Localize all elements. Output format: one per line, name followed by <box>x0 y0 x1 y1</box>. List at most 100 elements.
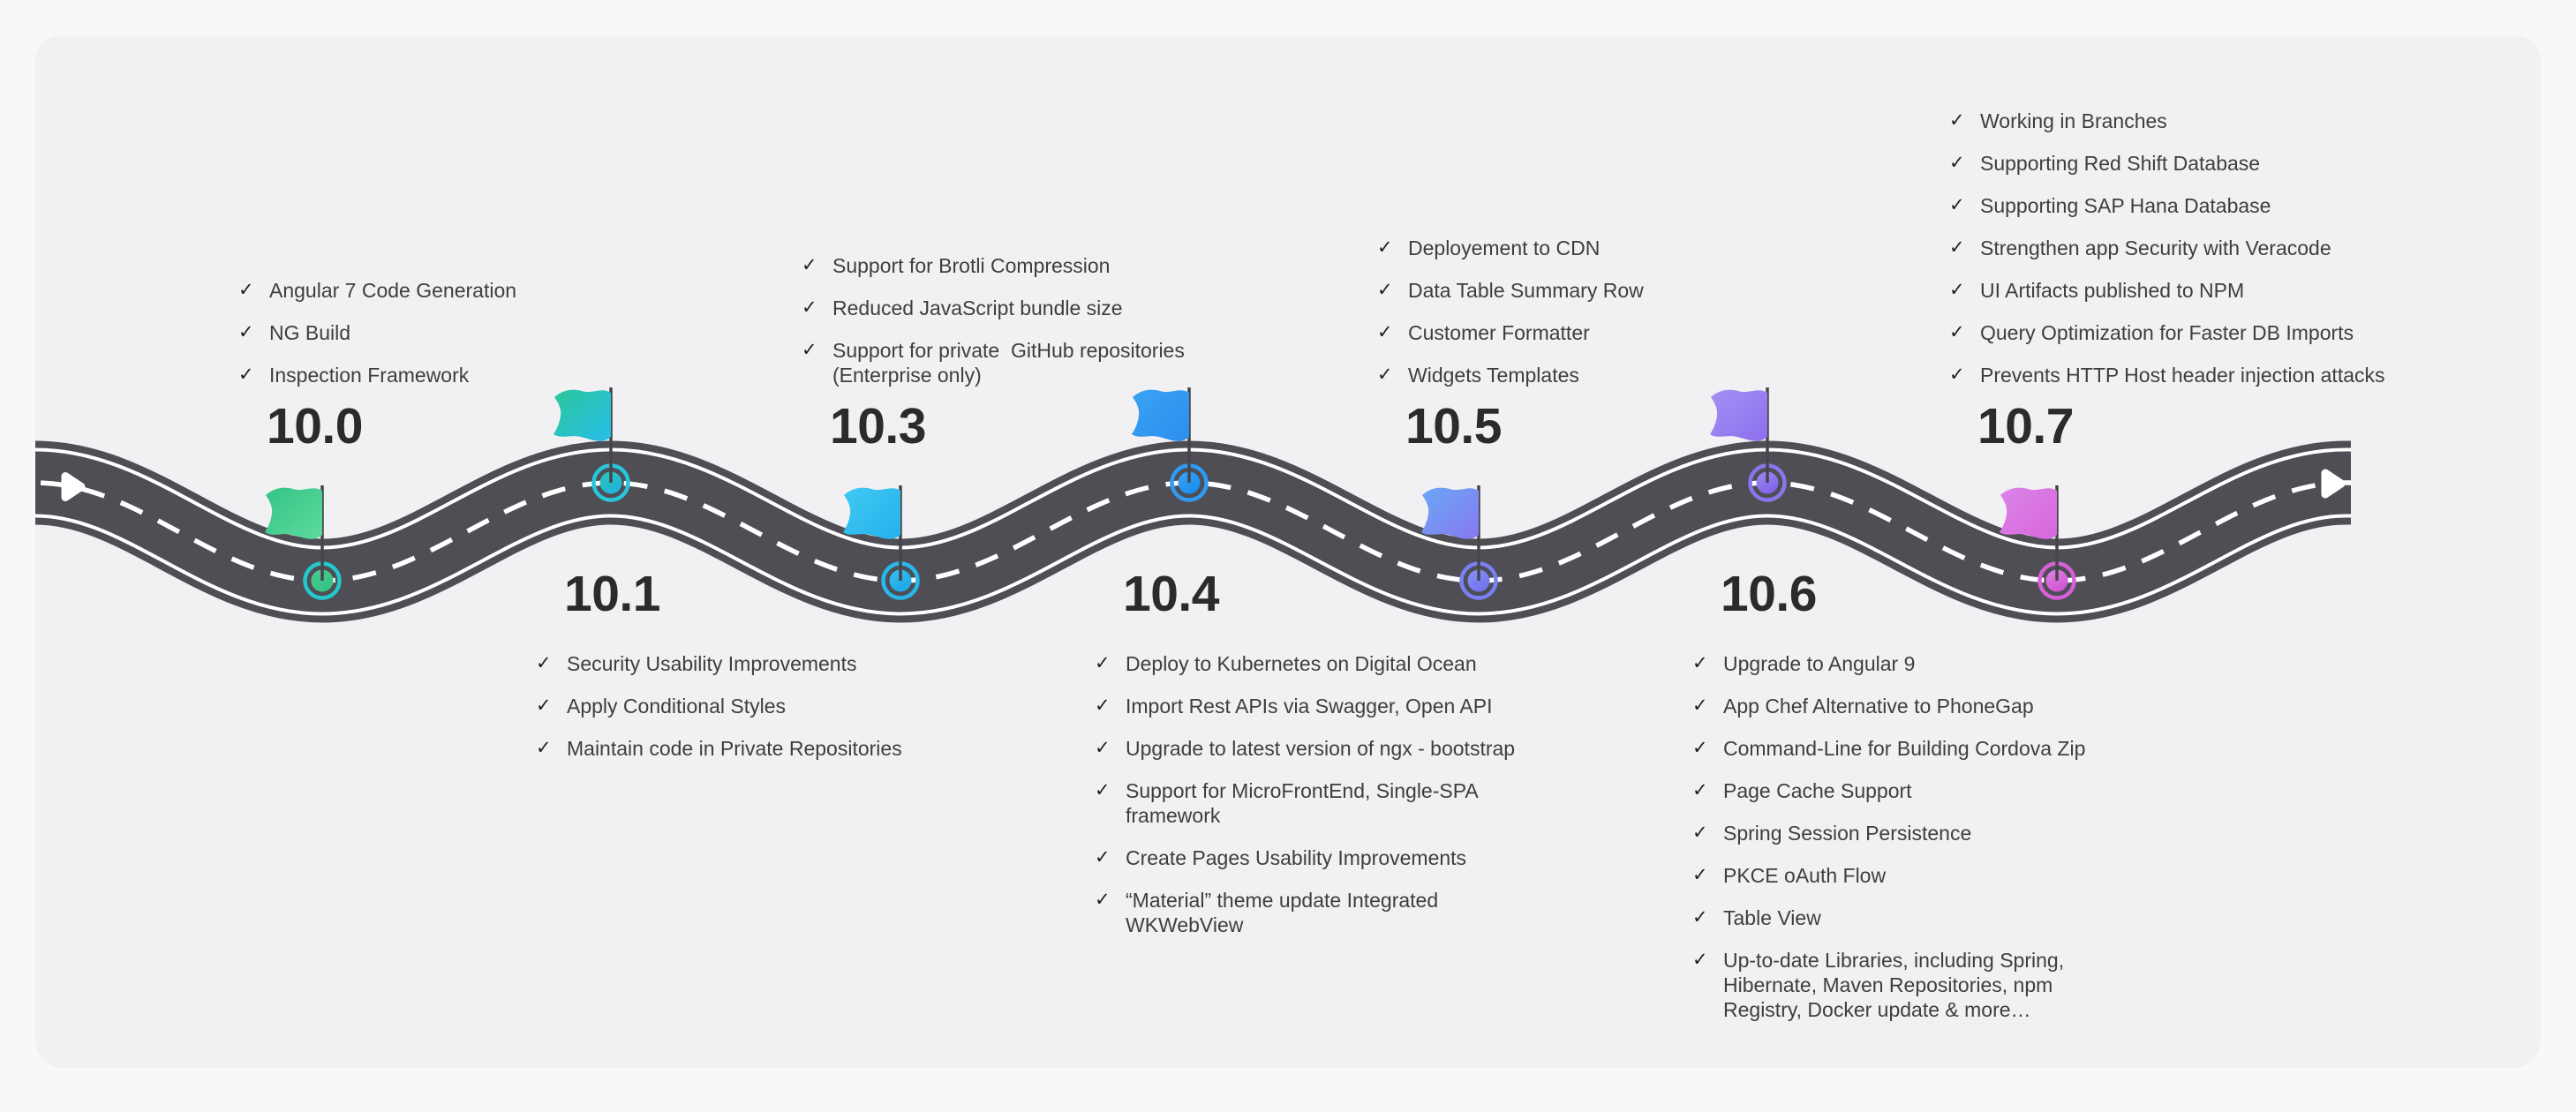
milestone-marker-10.4 <box>1132 387 1209 502</box>
feature-text: Up-to-date Libraries, including Spring, … <box>1723 949 2065 1021</box>
version-label-10.7: 10.7 <box>1977 398 2074 455</box>
version-label-10.1: 10.1 <box>564 566 660 622</box>
version-column-10.5: ✓ Deployement to CDN ✓ Data Table Summary R… <box>1377 236 1960 452</box>
check-icon: ✓ <box>1095 695 1111 716</box>
feature-text: Deploy to Kubernetes on Digital Ocean <box>1126 652 1477 675</box>
check-icon: ✓ <box>1095 780 1111 800</box>
check-icon: ✓ <box>1692 653 1708 673</box>
feature-item: ✓ Strengthen app Security with Veracode <box>1949 236 2532 260</box>
feature-item: ✓ Deploy to Kubernetes on Digital Ocean <box>1095 651 1677 676</box>
feature-item: ✓ Up-to-date Libraries, including Spring,… <box>1692 948 2275 1022</box>
feature-item: ✓ Maintain code in Private Repositories <box>536 736 1119 761</box>
feature-item: ✓ Support for private GitHub repositories… <box>802 338 1384 387</box>
flag-icon <box>265 487 322 539</box>
feature-text: “Material” theme update Integrated WKWeb… <box>1126 889 1439 936</box>
check-icon: ✓ <box>802 255 817 275</box>
feature-text: Query Optimization for Faster DB Imports <box>1980 321 2354 344</box>
feature-list-10.4: ✓ Deploy to Kubernetes on Digital Ocean ✓ I… <box>1095 651 1677 937</box>
feature-text: Page Cache Support <box>1723 779 1912 802</box>
feature-list-10.5: ✓ Deployement to CDN ✓ Data Table Summary R… <box>1377 236 1960 387</box>
feature-text: UI Artifacts published to NPM <box>1980 279 2245 302</box>
feature-item: ✓ Spring Session Persistence <box>1692 821 2275 845</box>
version-label-10.3: 10.3 <box>830 398 926 455</box>
check-icon: ✓ <box>1692 780 1708 800</box>
feature-text: NG Build <box>269 321 351 344</box>
milestone-marker-10.3 <box>843 485 920 600</box>
version-column-10.6: 10.6 ✓ Upgrade to Angular 9 ✓ App Chef Alter… <box>1692 569 2275 1022</box>
feature-item: ✓ UI Artifacts published to NPM <box>1949 278 2532 303</box>
feature-text: Prevents HTTP Host header injection atta… <box>1980 364 2385 387</box>
road-end-arrow-icon <box>2321 469 2346 499</box>
feature-item: ✓ App Chef Alternative to PhoneGap <box>1692 694 2275 718</box>
feature-text: Command-Line for Building Cordova Zip <box>1723 737 2086 760</box>
check-icon: ✓ <box>238 364 254 385</box>
feature-item: ✓ Supporting SAP Hana Database <box>1949 193 2532 218</box>
feature-list-10.6: ✓ Upgrade to Angular 9 ✓ App Chef Alternati… <box>1692 651 2275 1022</box>
feature-item: ✓ Page Cache Support <box>1692 778 2275 803</box>
feature-text: Data Table Summary Row <box>1408 279 1644 302</box>
feature-text: Customer Formatter <box>1408 321 1590 344</box>
feature-text: App Chef Alternative to PhoneGap <box>1723 695 2034 718</box>
feature-item: ✓ Import Rest APIs via Swagger, Open API <box>1095 694 1677 718</box>
check-icon: ✓ <box>1949 364 1965 385</box>
feature-text: PKCE oAuth Flow <box>1723 864 1887 887</box>
feature-text: Create Pages Usability Improvements <box>1126 846 1467 869</box>
feature-text: Apply Conditional Styles <box>567 695 787 718</box>
feature-text: Widgets Templates <box>1408 364 1579 387</box>
feature-item: ✓ Support for Brotli Compression <box>802 253 1384 278</box>
feature-item: ✓ Security Usability Improvements <box>536 651 1119 676</box>
flag-icon <box>1132 389 1189 441</box>
feature-item: ✓ Supporting Red Shift Database <box>1949 151 2532 176</box>
check-icon: ✓ <box>1377 364 1393 385</box>
check-icon: ✓ <box>536 695 552 716</box>
check-icon: ✓ <box>1949 195 1965 215</box>
check-icon: ✓ <box>1949 153 1965 173</box>
feature-item: ✓ Command-Line for Building Cordova Zip <box>1692 736 2275 761</box>
feature-text: Deployement to CDN <box>1408 237 1601 259</box>
version-label-10.0: 10.0 <box>267 398 363 455</box>
check-icon: ✓ <box>1692 950 1708 970</box>
milestone-marker-10.5 <box>1421 485 1498 600</box>
feature-text: Angular 7 Code Generation <box>269 279 517 302</box>
flag-icon <box>1710 389 1767 441</box>
version-column-10.4: 10.4 ✓ Deploy to Kubernetes on Digital Oce… <box>1095 569 1677 937</box>
check-icon: ✓ <box>802 297 817 318</box>
check-icon: ✓ <box>1692 907 1708 928</box>
feature-item: ✓ Working in Branches <box>1949 109 2532 133</box>
flag-icon <box>554 389 611 441</box>
feature-text: Upgrade to latest version of ngx - boots… <box>1126 737 1516 760</box>
feature-text: Support for Brotli Compression <box>832 254 1111 277</box>
check-icon: ✓ <box>1377 237 1393 258</box>
feature-text: Inspection Framework <box>269 364 470 387</box>
check-icon: ✓ <box>1095 738 1111 758</box>
version-column-10.1: 10.1 ✓ Security Usability Improvements ✓ App… <box>536 569 1119 761</box>
feature-item: ✓ Apply Conditional Styles <box>536 694 1119 718</box>
check-icon: ✓ <box>536 738 552 758</box>
feature-item: ✓ Upgrade to Angular 9 <box>1692 651 2275 676</box>
feature-text: Spring Session Persistence <box>1723 822 1972 845</box>
feature-text: Working in Branches <box>1980 109 2167 132</box>
version-column-10.0: ✓ Angular 7 Code Generation ✓ NG Build ✓ Insp… <box>238 278 821 452</box>
feature-item: ✓ Widgets Templates <box>1377 363 1960 387</box>
check-icon: ✓ <box>1377 280 1393 300</box>
feature-list-10.7: ✓ Working in Branches ✓ Supporting Red Shif… <box>1949 109 2532 387</box>
milestone-marker-10.1 <box>554 387 630 502</box>
check-icon: ✓ <box>238 280 254 300</box>
feature-item: ✓ Create Pages Usability Improvements <box>1095 845 1677 870</box>
feature-item: ✓ “Material” theme update Integrated WKWe… <box>1095 888 1677 937</box>
flag-icon <box>843 487 900 539</box>
feature-text: Supporting Red Shift Database <box>1980 152 2261 175</box>
version-column-10.3: ✓ Support for Brotli Compression ✓ Reduced … <box>802 253 1384 452</box>
check-icon: ✓ <box>536 653 552 673</box>
check-icon: ✓ <box>1377 322 1393 342</box>
feature-item: ✓ Deployement to CDN <box>1377 236 1960 260</box>
milestone-marker-10.7 <box>2000 485 2076 600</box>
feature-text: Reduced JavaScript bundle size <box>832 297 1123 319</box>
version-label-10.6: 10.6 <box>1721 566 1817 622</box>
version-label-10.4: 10.4 <box>1123 566 1219 622</box>
check-icon: ✓ <box>1949 280 1965 300</box>
feature-item: ✓ Data Table Summary Row <box>1377 278 1960 303</box>
